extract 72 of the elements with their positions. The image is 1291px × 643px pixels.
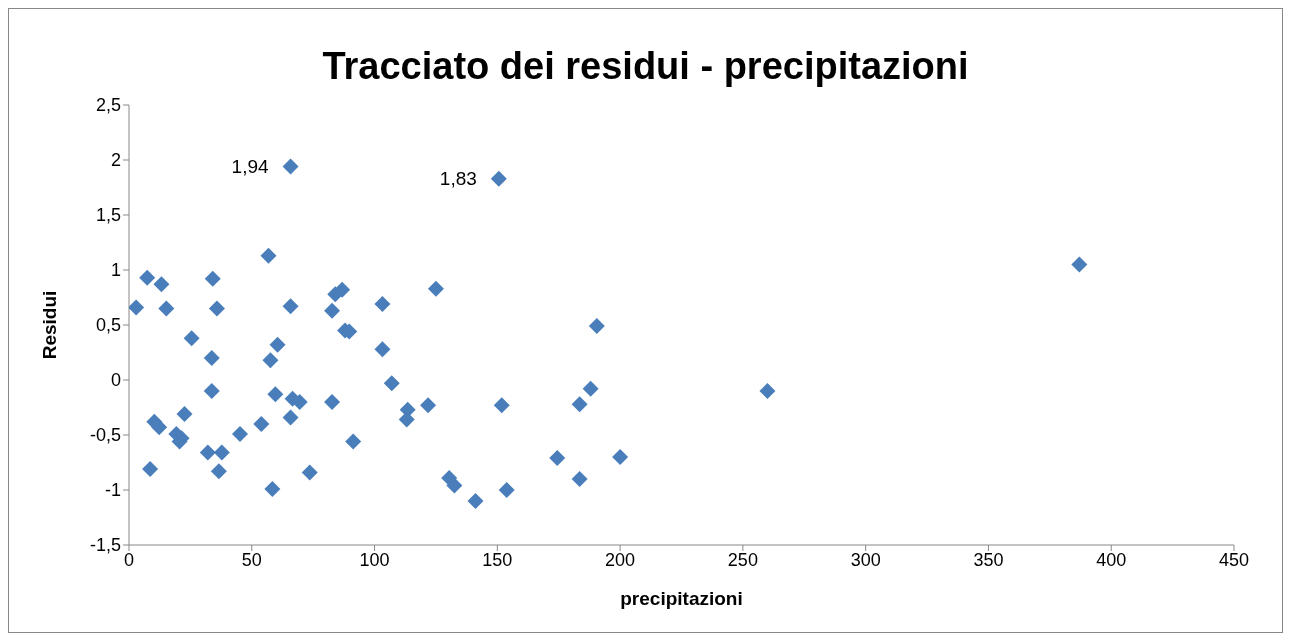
point	[612, 449, 629, 465]
point	[759, 383, 776, 399]
point	[324, 302, 341, 319]
point	[549, 450, 566, 467]
point	[490, 170, 507, 187]
point	[203, 350, 220, 366]
point	[420, 397, 437, 414]
x-axis-title: precipitazioni	[620, 588, 743, 609]
point	[374, 341, 391, 358]
point	[383, 375, 400, 392]
point	[139, 269, 156, 286]
x-tick-label: 200	[605, 549, 636, 570]
y-tick-label: 1,5	[95, 205, 121, 226]
point	[260, 247, 277, 264]
x-tick-label: 400	[1096, 549, 1127, 570]
y-tick-label: 2	[110, 150, 121, 171]
y-tick-label: -1	[104, 480, 121, 501]
point	[203, 383, 220, 399]
point	[571, 396, 588, 413]
point	[301, 464, 318, 481]
point	[282, 409, 299, 426]
point	[267, 386, 284, 403]
y-tick-label: -1,5	[89, 535, 121, 556]
annotation: 1,83	[439, 168, 477, 190]
annotation: 1,94	[231, 156, 269, 178]
point	[588, 318, 605, 335]
x-tick-label: 0	[123, 549, 135, 570]
x-tick-label: 300	[850, 549, 881, 570]
point	[374, 296, 391, 313]
point	[253, 416, 270, 432]
x-tick-label: 250	[727, 549, 758, 570]
point	[151, 419, 168, 436]
y-tick-label: -0,5	[89, 425, 121, 446]
point	[446, 477, 463, 494]
point	[231, 425, 248, 442]
point	[176, 406, 193, 423]
point	[129, 299, 145, 316]
point	[282, 158, 299, 175]
point	[264, 480, 281, 497]
point	[334, 281, 351, 298]
x-tick-label: 350	[973, 549, 1004, 570]
point	[1071, 256, 1088, 273]
point	[493, 397, 510, 414]
point	[467, 493, 484, 509]
point	[282, 298, 299, 315]
y-tick-label: 1	[110, 260, 121, 281]
chart-title: Tracciato dei residui - precipitazioni	[321, 45, 970, 89]
point	[208, 300, 225, 317]
point	[210, 463, 227, 480]
y-tick-label: 0	[110, 370, 121, 391]
point	[498, 482, 515, 498]
x-tick-label: 50	[241, 549, 262, 570]
point	[183, 330, 200, 347]
point	[158, 300, 175, 317]
point	[324, 394, 341, 410]
point	[582, 380, 599, 397]
point	[213, 444, 230, 461]
point	[571, 471, 588, 487]
point	[142, 461, 159, 478]
x-tick-label: 150	[482, 549, 513, 570]
y-tick-label: 0,5	[95, 315, 121, 336]
x-tick-label: 450	[1218, 549, 1250, 570]
y-tick-label: 2,5	[95, 95, 121, 116]
y-axis-title: Residui	[38, 290, 60, 360]
point	[262, 352, 279, 369]
point	[427, 280, 444, 297]
point	[345, 433, 362, 450]
x-tick-label: 100	[359, 549, 390, 570]
point	[269, 336, 286, 353]
point	[153, 276, 170, 293]
point	[204, 270, 221, 287]
point	[199, 444, 216, 461]
